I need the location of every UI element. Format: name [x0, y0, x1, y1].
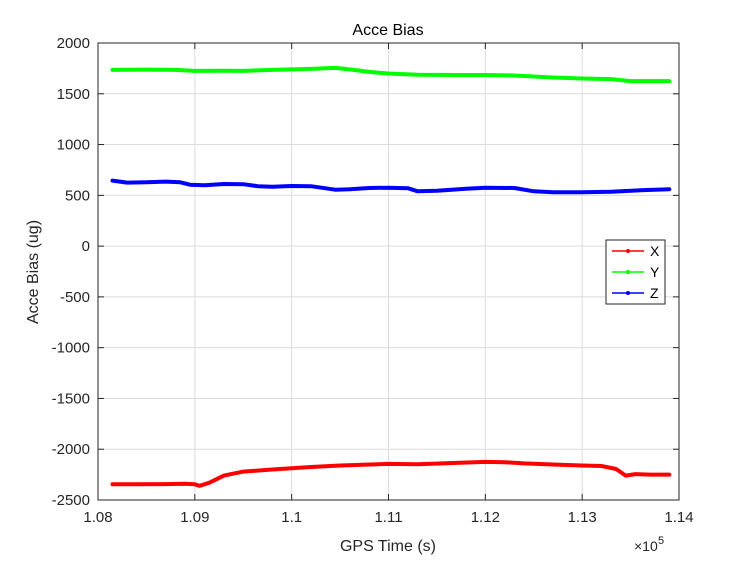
- y-axis-title: Acce Bias (ug): [25, 220, 42, 324]
- series-z-line: [110, 178, 672, 195]
- x-tick-label: 1.14: [664, 509, 693, 526]
- x-tick-label: 1.13: [568, 509, 597, 526]
- y-tick-label: 2000: [57, 35, 90, 52]
- y-tick-label: -500: [60, 289, 90, 306]
- tick-marks: [97, 42, 680, 501]
- legend-swatch-marker: [626, 249, 630, 253]
- y-tick-label: -1500: [52, 390, 90, 407]
- legend-label: Z: [650, 285, 659, 301]
- x-axis-title: GPS Time (s): [340, 538, 436, 555]
- y-tick-label: -2000: [52, 441, 90, 458]
- legend-label: X: [650, 243, 660, 259]
- y-tick-labels: 2000 1500 1000 500 0 -500 -1000 -1500 -2000 -2500: [52, 35, 90, 509]
- x-tick-label: 1.09: [180, 509, 209, 526]
- series-y-line: [110, 65, 672, 84]
- y-tick-label: 0: [82, 238, 90, 255]
- legend: XYZ: [605, 239, 666, 305]
- y-tick-label: 500: [65, 187, 90, 204]
- x-tick-label: 1.12: [471, 509, 500, 526]
- x-tick-labels: 1.08 1.09 1.1 1.11 1.12 1.13 1.14: [83, 509, 693, 526]
- y-tick-label: -1000: [52, 340, 90, 357]
- legend-swatch-marker: [626, 270, 630, 274]
- legend-item-x: X: [612, 243, 660, 259]
- x-tick-label: 1.11: [374, 509, 402, 526]
- x-exponent-label: ×10 5: [634, 535, 664, 554]
- legend-item-y: Y: [612, 264, 660, 280]
- y-tick-label: 1000: [57, 137, 90, 154]
- x-exponent-base: ×10: [634, 538, 658, 554]
- y-tick-label: 1500: [57, 86, 90, 103]
- series-layer: [110, 65, 672, 488]
- x-tick-label: 1.08: [83, 509, 112, 526]
- x-tick-label: 1.1: [281, 509, 302, 526]
- legend-item-z: Z: [612, 285, 659, 301]
- y-tick-label: -2500: [52, 492, 90, 509]
- chart-title: Acce Bias: [352, 22, 423, 39]
- x-exponent-power: 5: [658, 535, 664, 547]
- legend-label: Y: [650, 264, 660, 280]
- legend-swatch-marker: [626, 291, 630, 295]
- series-x-line: [110, 459, 672, 488]
